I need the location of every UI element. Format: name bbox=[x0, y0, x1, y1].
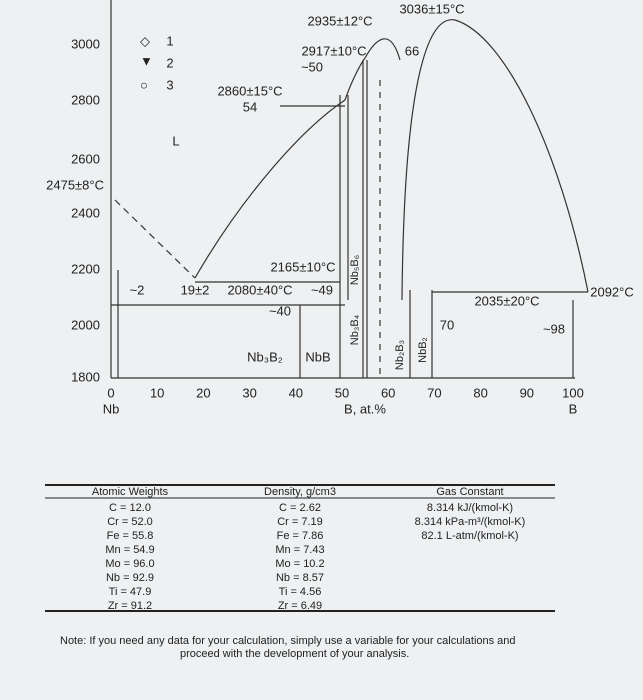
annotation: 2860±15°C bbox=[217, 83, 282, 98]
annotation: 3036±15°C bbox=[399, 1, 464, 16]
x-end-label: B bbox=[569, 401, 578, 416]
annotation: 2035±20°C bbox=[474, 293, 539, 308]
phase-label: Nb₃B₄ bbox=[349, 314, 361, 345]
liquidus-left bbox=[194, 57, 366, 279]
annotation: ~98 bbox=[543, 321, 565, 336]
table-cell: 8.314 kJ/(kmol-K) bbox=[427, 502, 513, 514]
annotation: 2165±10°C bbox=[270, 259, 335, 274]
table-cell: Zr = 6.49 bbox=[278, 600, 322, 612]
note: proceed with the development of your ana… bbox=[180, 648, 409, 660]
legend-label: 3 bbox=[166, 77, 173, 92]
table-cell: C = 12.0 bbox=[109, 502, 151, 514]
liquidus-right bbox=[401, 19, 589, 301]
annotation: 2917±10°C bbox=[301, 43, 366, 58]
table-cell: Nb = 8.57 bbox=[276, 572, 324, 584]
y-tick-label: 2600 bbox=[71, 151, 100, 166]
x-end-label: Nb bbox=[103, 401, 120, 416]
phase-label: NbB₂ bbox=[417, 337, 429, 363]
table-cell: Ti = 4.56 bbox=[279, 586, 322, 598]
annotation: ~40 bbox=[269, 303, 291, 318]
y-tick-label: 2475±8°C bbox=[46, 177, 104, 192]
annotation: 2935±12°C bbox=[307, 13, 372, 28]
annotation: 19±2 bbox=[181, 282, 210, 297]
labels: 3000 2800 2600 2475±8°C 2400 2200 2000 1800 0 10 2… bbox=[46, 1, 634, 659]
table-cell: 8.314 kPa-m³/(kmol-K) bbox=[415, 516, 526, 528]
phase-label: Nb₂B₃ bbox=[394, 340, 406, 370]
liquidus-mid bbox=[364, 38, 401, 61]
phase-label: NbB bbox=[305, 349, 330, 364]
legend-symbol: ○ bbox=[140, 77, 148, 92]
annotation: 54 bbox=[243, 99, 257, 114]
table-cell: Cr = 52.0 bbox=[107, 516, 153, 528]
legend-label: 2 bbox=[166, 55, 173, 70]
x-tick-label: 100 bbox=[562, 385, 584, 400]
phase-label: Nb₅B₆ bbox=[349, 255, 361, 285]
table-cell: Nb = 92.9 bbox=[106, 572, 154, 584]
x-tick-label: 80 bbox=[473, 385, 487, 400]
y-tick-label: 3000 bbox=[71, 36, 100, 51]
x-tick-label: 40 bbox=[289, 385, 303, 400]
x-axis-label: B, at.% bbox=[344, 401, 386, 416]
annotation: ~49 bbox=[311, 282, 333, 297]
table-cell: Mo = 10.2 bbox=[275, 558, 324, 570]
table-cell: Ti = 47.9 bbox=[109, 586, 152, 598]
x-tick-label: 60 bbox=[381, 385, 395, 400]
annotation: 70 bbox=[440, 317, 454, 332]
x-tick-label: 90 bbox=[520, 385, 534, 400]
legend-symbol: ◇ bbox=[140, 33, 150, 48]
table-cell: Mo = 96.0 bbox=[105, 558, 154, 570]
note: Note: If you need any data for your calc… bbox=[60, 635, 516, 647]
table-cell: Fe = 55.8 bbox=[107, 530, 154, 542]
table-cell: Mn = 54.9 bbox=[105, 544, 154, 556]
y-tick-label: 2000 bbox=[71, 317, 100, 332]
table-cell: 82.1 L-atm/(kmol-K) bbox=[421, 530, 518, 542]
legend-symbol: ▼ bbox=[140, 53, 153, 68]
annotation: ~50 bbox=[301, 59, 323, 74]
table-cell: Zr = 91.2 bbox=[108, 600, 152, 612]
table-header: Gas Constant bbox=[436, 486, 503, 498]
legend-label: 1 bbox=[166, 33, 173, 48]
phase-label: L bbox=[172, 133, 179, 148]
x-tick-label: 0 bbox=[107, 385, 114, 400]
table-header: Atomic Weights bbox=[92, 486, 169, 498]
table-cell: C = 2.62 bbox=[279, 502, 321, 514]
x-tick-label: 70 bbox=[427, 385, 441, 400]
x-tick-label: 20 bbox=[196, 385, 210, 400]
annotation: 2080±40°C bbox=[227, 282, 292, 297]
y-tick-label: 2200 bbox=[71, 261, 100, 276]
phase-label: Nb₃B₂ bbox=[247, 349, 283, 364]
y-tick-label: 2400 bbox=[71, 205, 100, 220]
table-cell: Mn = 7.43 bbox=[275, 544, 324, 556]
y-tick-label: 1800 bbox=[71, 369, 100, 384]
annotation: 66 bbox=[405, 43, 419, 58]
y-tick-label: 2800 bbox=[71, 92, 100, 107]
x-tick-label: 10 bbox=[150, 385, 164, 400]
annotation: 2092°C bbox=[590, 284, 634, 299]
x-tick-label: 30 bbox=[242, 385, 256, 400]
x-tick-label: 50 bbox=[335, 385, 349, 400]
table-header: Density, g/cm3 bbox=[264, 486, 336, 498]
table-cell: Fe = 7.86 bbox=[277, 530, 324, 542]
annotation: ~2 bbox=[130, 282, 145, 297]
table-cell: Cr = 7.19 bbox=[277, 516, 323, 528]
dashed-line bbox=[114, 199, 196, 279]
